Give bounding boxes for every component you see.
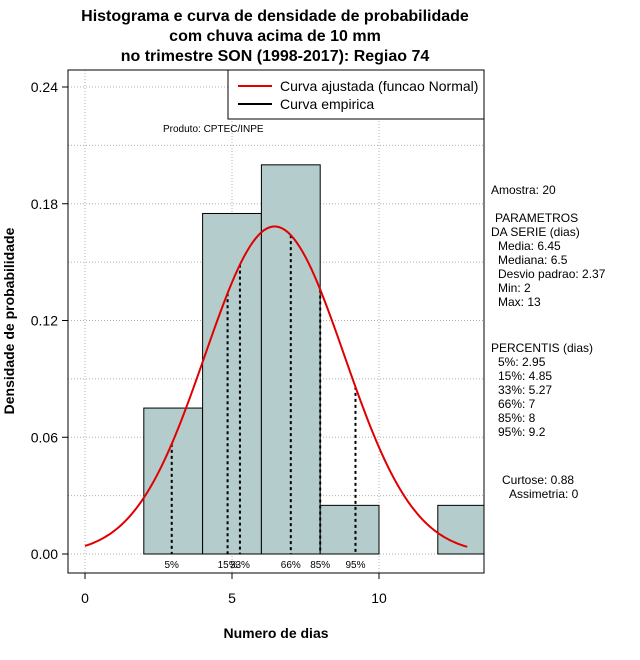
percentile-label-5: 95% [345,560,365,571]
histogram-bar-3 [319,504,380,555]
histogram-bar-0 [143,407,204,555]
stat-p33: 33%: 5.27 [498,383,552,397]
stat-p95: 95%: 9.2 [498,425,546,439]
stat-assimetria: Assimetria: 0 [509,487,579,501]
percentile-lines: 5% 15%33% 66% 85% 95% [165,235,366,571]
stat-media: Media: 6.45 [498,239,561,253]
stat-p85: 85%: 8 [498,411,536,425]
title-line-2: com chuva acima de 10 mm [169,28,381,45]
x-axis-title: Numero de dias [223,625,328,641]
stat-parametros-title-1: PARAMETROS [495,211,578,225]
stat-percentis-title: PERCENTIS (dias) [491,341,593,355]
stat-curtose: Curtose: 0.88 [502,473,574,487]
percentile-label-3: 66% [281,560,301,571]
title-line-1: Histograma e curva de densidade de proba… [81,8,469,25]
stat-p5: 5%: 2.95 [498,355,546,369]
credit-text: Produto: CPTEC/INPE [163,124,264,135]
normal-curve [84,225,468,548]
percentile-label-0: 5% [165,560,180,571]
y-tick-label-0: 0.00 [31,546,58,562]
title-line-3: no trimestre SON (1998-2017): Regiao 74 [121,48,430,65]
y-tick-label-3: 0.18 [31,196,58,212]
y-tick-label-4: 0.24 [31,79,58,95]
percentile-label-2: 33% [230,560,250,571]
axes: 0 5 10 0.00 0.06 0.12 0.18 0.24 [31,79,387,606]
y-tick-label-1: 0.06 [31,429,58,445]
stat-amostra: Amostra: 20 [491,183,556,197]
x-tick-label-2: 10 [371,590,387,606]
stats-panel: Amostra: 20 PARAMETROS DA SERIE (dias) M… [491,183,606,501]
stat-parametros-title-2: DA SERIE (dias) [491,225,580,239]
normal-curve-line [84,225,468,548]
stat-max: Max: 13 [498,295,541,309]
stat-mediana: Mediana: 6.5 [498,253,568,267]
legend-label-empirical: Curva empirica [280,96,374,112]
x-tick-label-1: 5 [228,590,236,606]
stat-desvio: Desvio padrao: 2.37 [498,267,606,281]
legend: Curva ajustada (funcao Normal) Curva emp… [227,69,485,120]
percentile-label-4: 85% [310,560,330,571]
stat-min: Min: 2 [498,281,531,295]
y-tick-label-2: 0.12 [31,313,58,329]
stat-p66: 66%: 7 [498,397,536,411]
chart-title: Histograma e curva de densidade de proba… [81,8,469,65]
legend-label-normal: Curva ajustada (funcao Normal) [280,78,478,94]
histogram-bar-1 [202,212,262,555]
legend-box [227,69,485,120]
histogram-bars [143,164,485,555]
y-axis-title: Densidade de probabilidade [1,227,17,414]
percentile-label-1: 15% [218,560,238,571]
x-tick-label-0: 0 [81,590,89,606]
stat-p15: 15%: 4.85 [498,369,552,383]
histogram-bar-5 [437,504,485,555]
